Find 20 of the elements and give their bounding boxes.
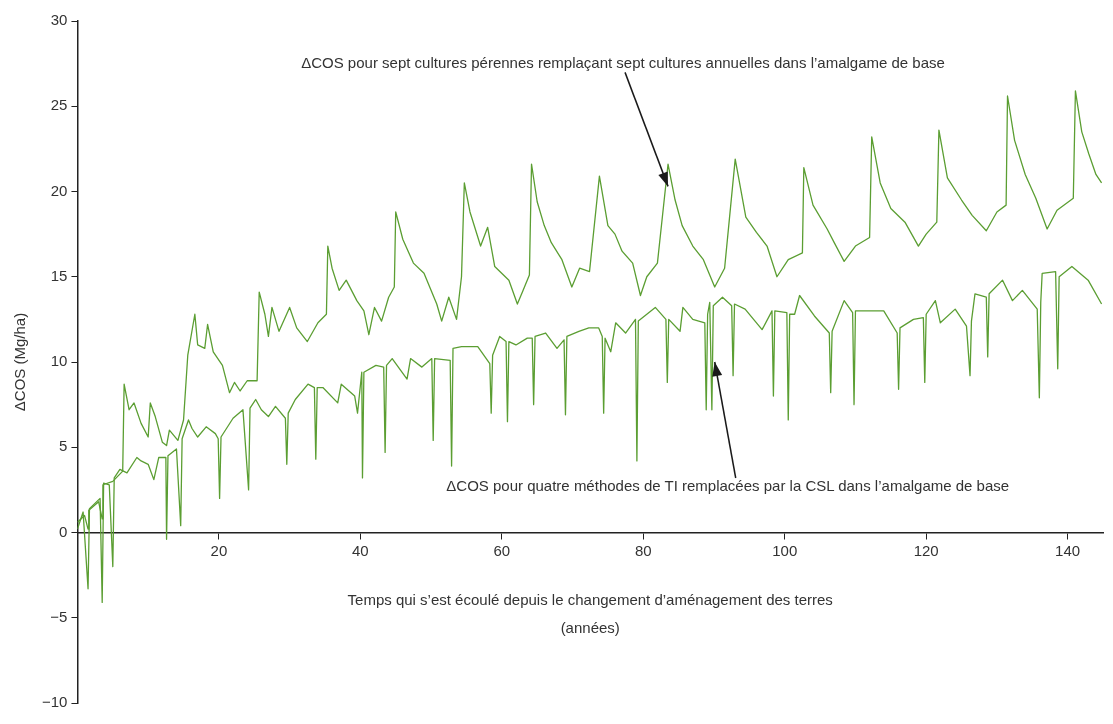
- y-tick-label: 5: [59, 437, 68, 455]
- y-tick-label: 15: [50, 266, 68, 284]
- x-axis-title: Temps qui s’est écoulé depuis le changement d’aménagement des terres (années): [347, 590, 833, 637]
- y-tick-label: −10: [41, 693, 68, 711]
- x-tick-label: 140: [1055, 541, 1081, 559]
- x-tick-label: 20: [210, 541, 228, 559]
- y-tick-label: 25: [50, 96, 68, 114]
- x-tick-label: 40: [352, 541, 369, 559]
- y-tick-label: 10: [50, 352, 68, 370]
- x-tick-label: 120: [913, 541, 939, 559]
- x-tick-label: 60: [493, 541, 511, 559]
- y-axis-title: ΔCOS (Mg/ha): [11, 312, 29, 412]
- x-tick-label: 100: [772, 541, 798, 559]
- annotation: ΔCOS pour quatre méthodes de TI remplacées par la CSL dans l’amalgame de base: [446, 477, 1010, 495]
- annotation: ΔCOS pour sept cultures pérennes remplaçant sept cultures annuelles dans l’amalgame de base: [301, 53, 945, 71]
- x-tick-label: 80: [634, 541, 652, 559]
- y-tick-label: −5: [50, 607, 68, 625]
- y-tick-label: 0: [59, 522, 68, 540]
- y-tick-label: 20: [50, 181, 68, 199]
- y-tick-label: 30: [50, 11, 68, 29]
